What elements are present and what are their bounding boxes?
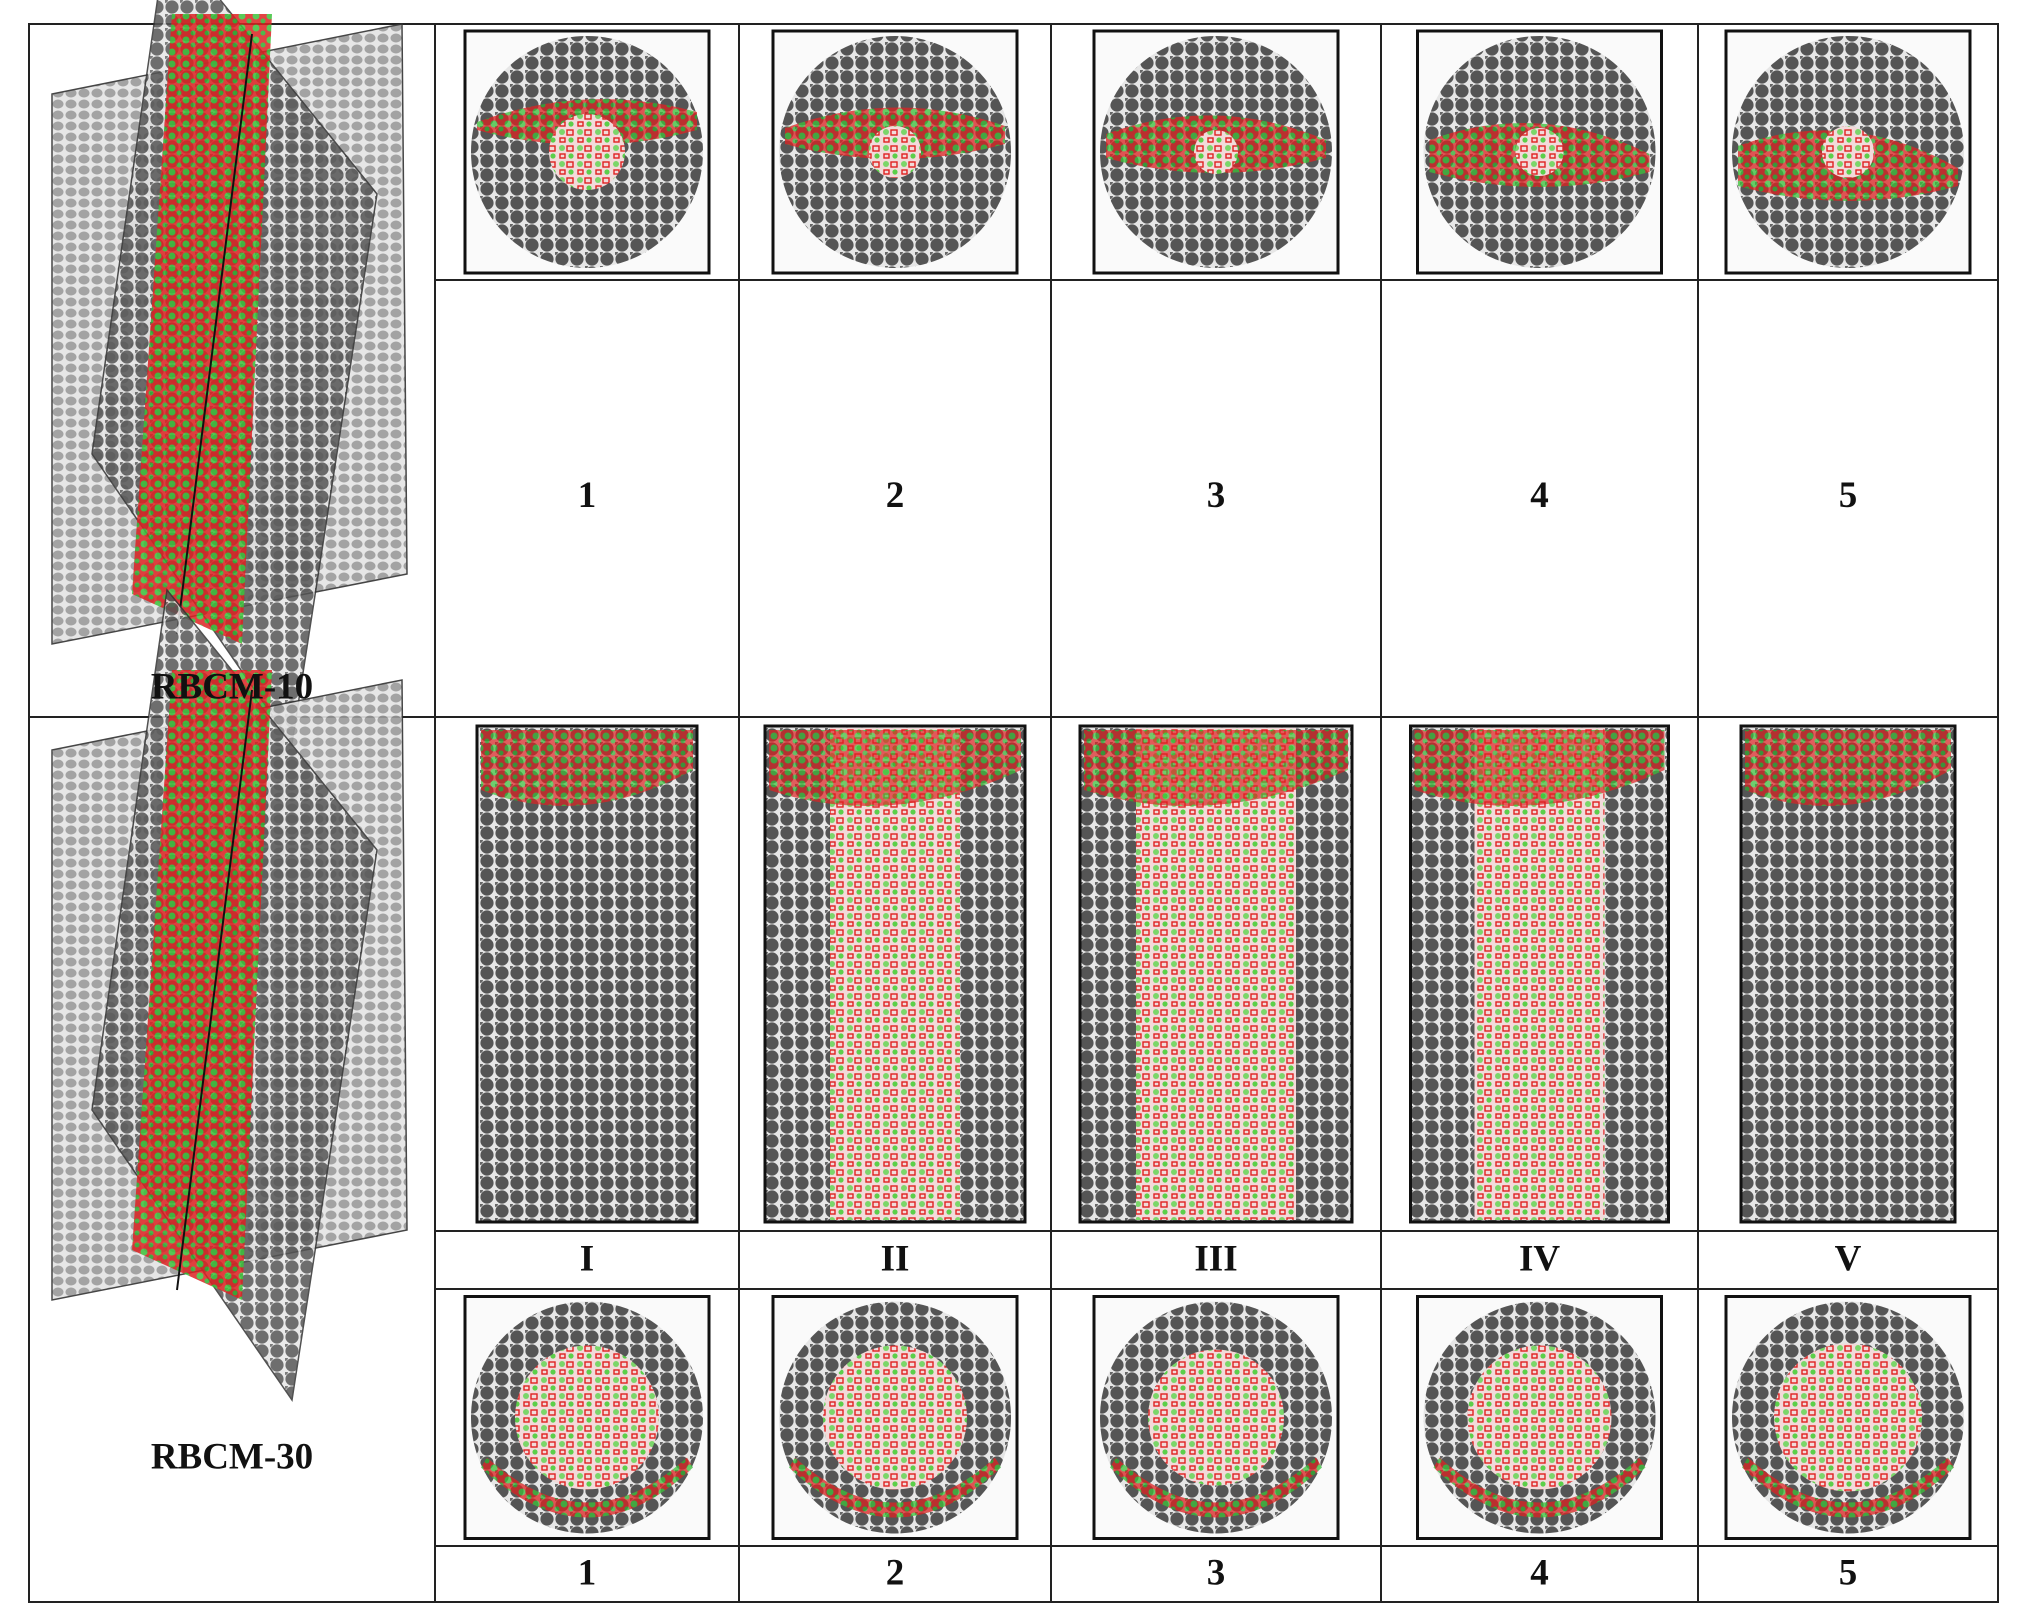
core-zone xyxy=(1515,128,1564,176)
crack-zone xyxy=(1745,730,1951,806)
cross-section-image xyxy=(463,1295,711,1540)
table-border xyxy=(28,23,1999,1603)
section-label: III xyxy=(1194,1238,1237,1279)
plane-intersection xyxy=(176,33,253,635)
cross-section-image xyxy=(463,29,711,275)
core-zone xyxy=(823,1345,967,1490)
core-zone xyxy=(1194,130,1238,174)
slice-label: 3 xyxy=(1207,475,1226,516)
slice-label: 5 xyxy=(1839,475,1858,516)
slice-label: 4 xyxy=(1530,1552,1549,1593)
longitudinal-image xyxy=(1409,724,1670,1224)
specimen-3d-view xyxy=(51,588,408,1402)
cross-section-image xyxy=(1092,29,1340,275)
section-label: V xyxy=(1835,1238,1862,1279)
specimen-3d-view xyxy=(51,0,408,746)
core-zone xyxy=(1474,728,1605,1220)
slice-label: 2 xyxy=(886,475,905,516)
image-frame xyxy=(475,724,699,1224)
image-frame xyxy=(1739,724,1957,1224)
longitudinal-image xyxy=(763,724,1027,1224)
crack-zone xyxy=(1414,730,1665,806)
sample-label: RBCM-30 xyxy=(151,1436,313,1477)
core-zone xyxy=(830,728,960,1220)
slice-label: 5 xyxy=(1839,1552,1858,1593)
section-label: II xyxy=(881,1238,910,1279)
core-zone xyxy=(1822,126,1874,178)
core-zone xyxy=(1148,1349,1284,1486)
crack-band xyxy=(132,14,272,644)
core-zone xyxy=(1467,1345,1612,1490)
core-zone xyxy=(1774,1343,1922,1492)
slice-label: 2 xyxy=(886,1552,905,1593)
longitudinal-image xyxy=(1739,724,1957,1224)
crack-zone xyxy=(1742,1457,1954,1518)
cross-section-image xyxy=(771,1295,1019,1540)
slice-label: 1 xyxy=(578,475,597,516)
slice-label: 1 xyxy=(578,1552,597,1593)
sample-label: RBCM-10 xyxy=(151,666,313,707)
crack-zone xyxy=(789,1457,1001,1518)
cross-section-image xyxy=(1416,1295,1663,1540)
cross-section-image xyxy=(1724,1295,1972,1540)
crack-zone xyxy=(1433,1457,1646,1518)
cross-section-image xyxy=(1092,1295,1340,1540)
core-zone xyxy=(549,114,625,190)
core-zone xyxy=(1136,728,1296,1220)
crack-zone xyxy=(481,730,693,806)
crack-band xyxy=(132,670,272,1300)
crack-zone xyxy=(481,1457,693,1518)
cross-section-image xyxy=(771,29,1019,275)
slice-label: 3 xyxy=(1207,1552,1226,1593)
crack-zone xyxy=(769,730,1021,806)
core-zone xyxy=(869,126,921,178)
longitudinal-image xyxy=(1078,724,1354,1224)
slice-label: 4 xyxy=(1530,475,1549,516)
longitudinal-image xyxy=(475,724,699,1224)
core-zone xyxy=(515,1345,659,1490)
crack-zone xyxy=(1110,1457,1322,1518)
crack-zone xyxy=(1084,730,1348,806)
section-label: IV xyxy=(1519,1238,1560,1279)
plane-intersection xyxy=(176,689,253,1291)
cross-section-image xyxy=(1724,29,1972,275)
cross-section-image xyxy=(1416,29,1663,275)
section-label: I xyxy=(580,1238,594,1279)
